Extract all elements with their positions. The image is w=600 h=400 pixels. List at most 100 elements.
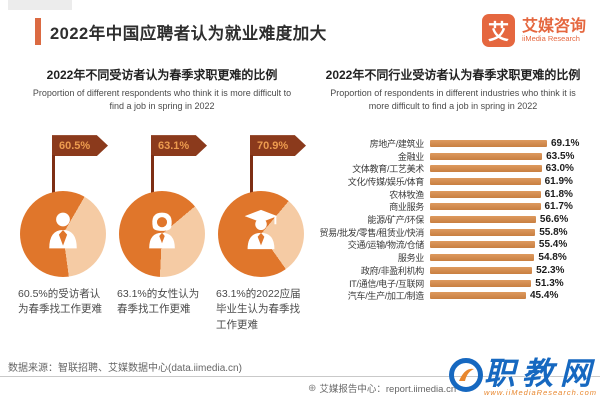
top-left-watermark-box [8,0,72,10]
bar-value-label: 54.8% [538,252,567,264]
bar [430,279,532,287]
zhijiao-watermark-url: www.iiMediaResearch.com [484,387,598,397]
gauge-unit: 63.1% 63.1%的女性认为春季找工作更难 [115,135,209,347]
header: 2022年中国应聘者认为就业难度加大 艾 艾媒咨询 iiMedia Resear… [0,14,600,58]
flag-pole [52,155,55,199]
left-chart-subtitle-en: Proportion of different respondents who … [32,88,292,112]
gauge-caption: 63.1%的女性认为春季找工作更难 [117,288,200,316]
bar-category-label: 能源/矿产/环保 [367,215,424,226]
flag-pole [151,155,154,199]
value-flag: 60.5% [52,135,108,157]
gauge-unit: 60.5% 60.5%的受访者认为春季找工作更难 [16,135,110,347]
bar-category-label: 政府/非盈利机构 [360,265,424,276]
iimedia-logo-icon: 艾 [481,14,515,47]
pie-circle [20,191,106,278]
globe-icon: ⊕ [308,382,317,394]
iimedia-logo: 艾 艾媒咨询 iiMedia Research [481,14,586,47]
bar-value-label: 61.7% [544,201,573,213]
footer-divider [0,376,600,377]
bar-row: 农林牧渔 61.8% [312,188,594,201]
bar-row: IT/通信/电子/互联网 51.3% [312,277,594,290]
logo-name-cn: 艾媒咨询 [521,17,586,35]
bar-row: 文体教育/工艺美术 63.0% [312,162,594,175]
bar-value-label: 63.5% [546,150,575,162]
logo-name-en: iiMedia Research [521,34,580,44]
bar-track: 56.6% [430,214,594,225]
right-chart-title: 2022年不同行业受访者认为春季求职更难的比例 [325,68,581,82]
bar-category-label: 贸易/批发/零售/租赁业/快消 [319,227,424,238]
flag-value-label: 70.9% [257,139,289,152]
respondents-panel: 2022年不同受访者认为春季求职更难的比例 Proportion of diff… [16,66,308,347]
bar-value-label: 52.3% [536,264,565,276]
bar-value-label: 51.3% [535,277,564,289]
bar-track: 61.7% [430,201,594,212]
bar-category-label: 商业服务 [389,202,424,213]
gauge-chart: 60.5% 60.5%的受访者认为春季找工作更难 63.1% 63.1%的女性认为春季… [16,135,308,347]
gauge-caption: 63.1%的2022应届毕业生认为春季找工作更难 [216,288,301,331]
bar [430,228,536,236]
bar-value-label: 56.6% [539,214,569,226]
bar-row: 文化/传媒/娱乐/体育 61.9% [312,175,594,188]
bar-category-label: 服务业 [397,253,424,264]
zhijiao-logo-icon [448,357,484,398]
bar [430,139,547,147]
right-chart-subtitle-en: Proportion of respondents in different i… [330,88,576,112]
bar [430,254,535,262]
bar-row: 房地产/建筑业 69.1% [312,137,594,150]
bar-row: 交通/运输/物流/仓储 55.4% [312,239,594,252]
page-title: 2022年中国应聘者认为就业难度加大 [50,25,327,43]
bar-value-label: 63.0% [545,163,574,175]
bar [430,152,543,160]
industries-panel: 2022年不同行业受访者认为春季求职更难的比例 Proportion of re… [312,66,594,302]
bar [430,292,526,300]
bar [430,216,536,224]
bar-track: 61.9% [430,176,594,187]
bar-category-label: 房地产/建筑业 [369,138,425,149]
bar [430,190,541,198]
bar-row: 能源/矿产/环保 56.6% [312,213,594,226]
male-icon [41,208,85,257]
bar [430,165,542,173]
bar-track: 63.0% [430,163,594,174]
bar-row: 政府/非盈利机构 52.3% [312,264,594,277]
flag-value-label: 60.5% [59,139,91,152]
bar-track: 51.3% [430,278,594,289]
bar [430,203,541,211]
bar-track: 55.8% [430,227,594,238]
gauge-caption: 60.5%的受访者认为春季找工作更难 [18,288,102,316]
pie-circle [119,191,205,278]
graduate-icon [238,207,284,258]
bar-row: 金融业 63.5% [312,150,594,163]
bar-row: 服务业 54.8% [312,251,594,264]
bar-row: 贸易/批发/零售/租赁业/快消 55.8% [312,226,594,239]
bar-value-label: 45.4% [530,290,559,302]
flag-value-label: 63.1% [158,139,190,152]
bar [430,266,533,274]
bar-track: 45.4% [430,290,594,301]
value-flag: 63.1% [151,135,207,157]
bar-track: 52.3% [430,265,594,276]
bar-value-label: 61.8% [544,188,573,200]
bar-track: 63.5% [430,151,594,162]
zhijiao-watermark: 职教网 www.iiMediaResearch.com [448,357,598,398]
bar-value-label: 61.9% [544,176,573,187]
bar-row: 汽车/生产/加工/制造 45.4% [312,289,594,302]
bar-category-label: 农林牧渔 [389,189,424,200]
bar [430,241,535,249]
bar-category-label: IT/通信/电子/互联网 [349,278,424,289]
bar-track: 69.1% [430,138,594,149]
title-accent-bar [35,18,41,45]
bar-track: 55.4% [430,239,594,250]
industry-bar-chart: 房地产/建筑业 69.1% 金融业 63.5% 文体教育/工艺美术 63.0% 文化/传媒/… [312,137,594,302]
bar-value-label: 55.8% [539,226,568,238]
report-center-line: ⊕ 艾媒报告中心：report.iimedia.cn [308,381,456,396]
female-icon [140,208,184,257]
pie-circle [218,191,304,278]
bar-category-label: 文体教育/工艺美术 [352,164,424,175]
flag-pole [250,155,253,199]
value-flag: 70.9% [250,135,306,157]
zhijiao-watermark-text: 职教网 [484,355,598,392]
bar-category-label: 交通/运输/物流/仓储 [347,240,425,251]
bar-row: 商业服务 61.7% [312,201,594,214]
